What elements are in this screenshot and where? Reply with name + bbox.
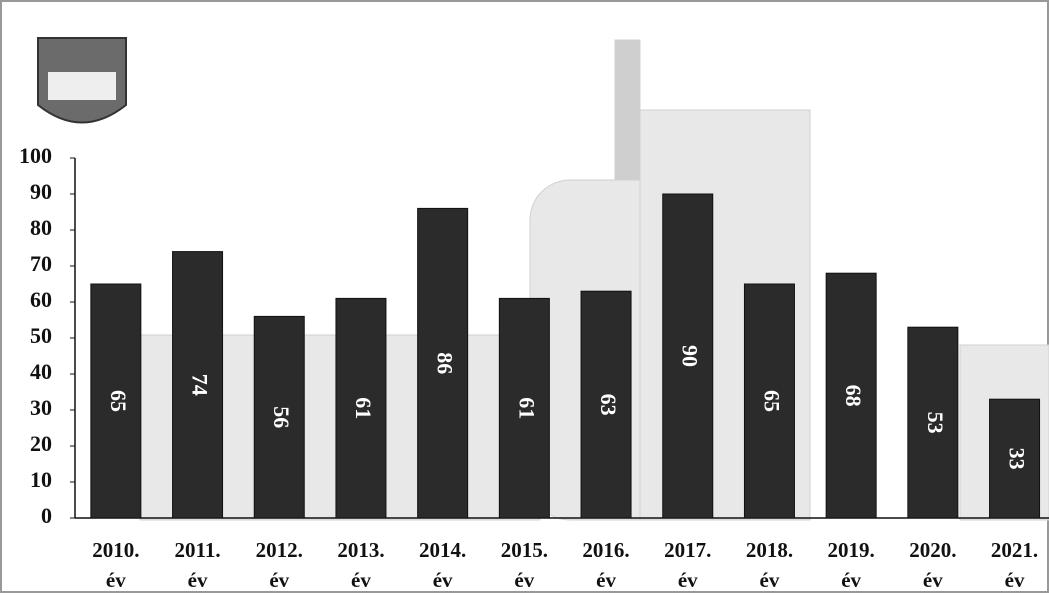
y-tick-label: 40 <box>30 359 52 384</box>
y-tick-label: 100 <box>19 143 52 168</box>
bar <box>417 207 469 519</box>
y-tick-label: 90 <box>30 179 52 204</box>
bar <box>989 398 1041 519</box>
bar <box>743 283 795 519</box>
bar <box>662 193 714 519</box>
x-tick-label: 2020. év <box>909 538 957 592</box>
value-label: 90 <box>678 345 703 367</box>
bar <box>907 326 959 519</box>
value-label: 33 <box>1005 448 1030 470</box>
bar <box>498 297 550 519</box>
value-label: 68 <box>841 385 866 407</box>
value-label: 61 <box>351 397 376 419</box>
x-tick-label: 2013. év <box>337 538 385 592</box>
x-tick-label: 2017. év <box>664 538 712 592</box>
x-tick-label: 2010. év <box>92 538 140 592</box>
bar <box>825 272 877 519</box>
y-tick-label: 80 <box>30 215 52 240</box>
value-label: 53 <box>923 412 948 434</box>
value-label: 65 <box>759 390 784 412</box>
x-tick-label: 2021. év <box>990 538 1039 592</box>
x-tick-label: 2012. év <box>255 538 303 592</box>
value-label: 74 <box>188 374 213 396</box>
bar <box>335 297 387 519</box>
x-tick-label: 2018. év <box>745 538 794 592</box>
y-tick-label: 30 <box>30 395 52 420</box>
bar <box>172 251 224 519</box>
value-label: 56 <box>269 406 294 428</box>
y-tick-label: 60 <box>30 287 52 312</box>
y-tick-label: 70 <box>30 251 52 276</box>
x-tick-label: 2016. év <box>582 538 630 592</box>
x-tick-label: 2011. év <box>174 538 221 592</box>
x-tick-label: 2015. év <box>500 538 548 592</box>
bar <box>580 290 632 519</box>
x-tick-label: 2014. év <box>419 538 467 592</box>
police-badge <box>37 37 127 124</box>
bar <box>90 283 142 519</box>
x-tick-label: 2019. év <box>827 538 875 592</box>
value-label: 65 <box>106 390 131 412</box>
y-tick-label: 20 <box>30 431 52 456</box>
y-tick-label: 0 <box>41 503 52 528</box>
bar <box>253 315 305 519</box>
y-tick-label: 50 <box>30 323 52 348</box>
y-tick-label: 10 <box>30 467 52 492</box>
value-label: 86 <box>433 352 458 374</box>
value-label: 63 <box>596 394 621 416</box>
value-label: 61 <box>514 397 539 419</box>
